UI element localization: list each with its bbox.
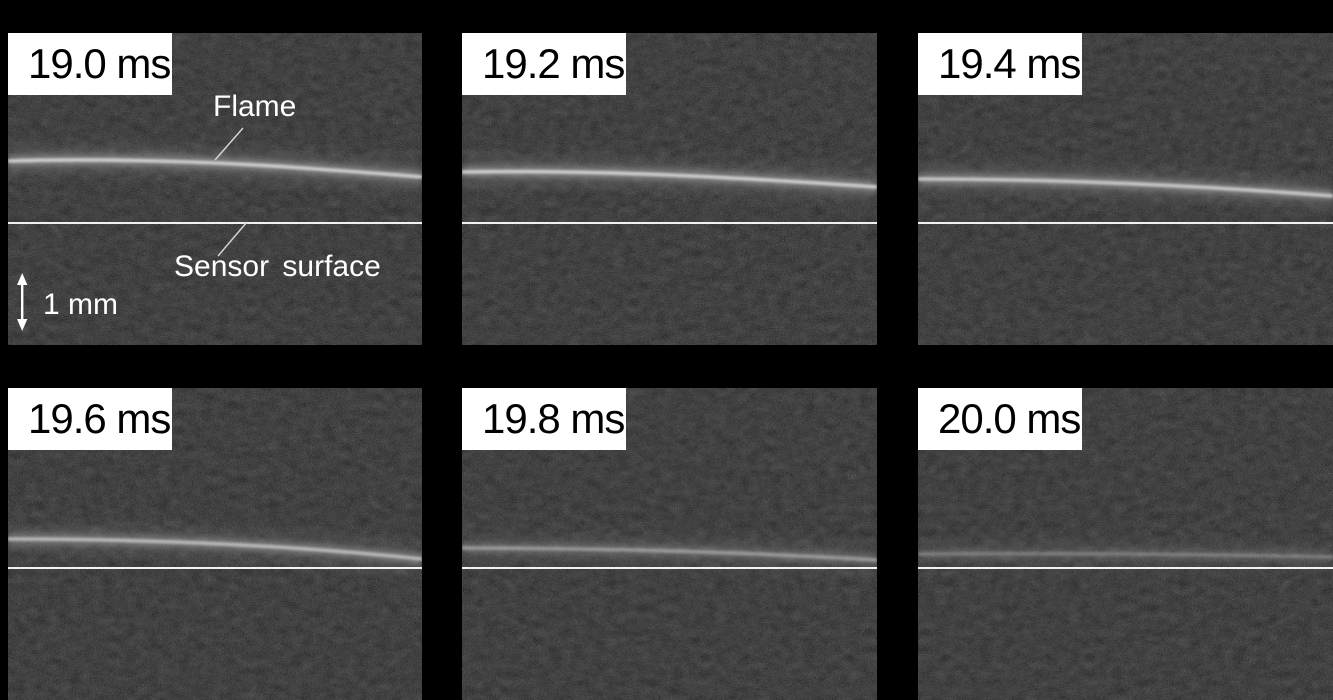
timestamp-text: 19.4 ms — [938, 40, 1081, 87]
flame-core — [8, 158, 422, 179]
flame-leader-line — [214, 127, 244, 161]
timestamp-label: 19.4 ms — [918, 33, 1082, 95]
sensor-surface-line — [918, 567, 1333, 569]
timestamp-text: 19.6 ms — [28, 395, 171, 442]
flame-core — [462, 169, 877, 189]
flame-core — [918, 551, 1333, 559]
timestamp-text: 19.8 ms — [482, 395, 625, 442]
sensor-surface-label: Sensor surface — [174, 250, 381, 283]
frame-panel-19-8: 19.8 ms — [462, 388, 877, 700]
flame-band — [918, 540, 1333, 570]
frame-panel-20-0: 20.0 ms — [918, 388, 1333, 700]
sensor-surface-line — [918, 222, 1333, 224]
sensor-surface-line — [8, 567, 422, 569]
scale-bar-label: 1 mm — [43, 288, 118, 321]
flame-core — [918, 177, 1333, 198]
flame-core — [8, 537, 422, 561]
frame-panel-19-2: 19.2 ms — [462, 33, 877, 345]
timestamp-label: 19.0 ms — [8, 33, 172, 95]
timestamp-text: 19.0 ms — [28, 40, 171, 87]
scale-bar-arrow-icon — [17, 273, 28, 331]
sensor-surface-line — [462, 567, 877, 569]
flame-label: Flame — [213, 90, 297, 123]
frame-panel-19-6: 19.6 ms — [8, 388, 422, 700]
flame-band — [918, 166, 1333, 209]
flame-band — [462, 158, 877, 200]
flame-core — [462, 546, 877, 562]
sensor-leader-line — [217, 221, 248, 257]
sensor-surface-line — [8, 222, 422, 224]
timestamp-label: 20.0 ms — [918, 388, 1082, 450]
timestamp-text: 20.0 ms — [938, 395, 1081, 442]
timestamp-text: 19.2 ms — [482, 40, 625, 87]
timestamp-label: 19.2 ms — [462, 33, 626, 95]
flame-band — [8, 146, 422, 190]
sensor-surface-line — [462, 222, 877, 224]
flame-band — [462, 535, 877, 573]
frame-panel-19-4: 19.4 ms — [918, 33, 1333, 345]
flame-band — [8, 526, 422, 572]
frame-panel-19-0: 19.0 ms Flame Sensor surface 1 mm — [8, 33, 422, 345]
timestamp-label: 19.8 ms — [462, 388, 626, 450]
timestamp-label: 19.6 ms — [8, 388, 172, 450]
